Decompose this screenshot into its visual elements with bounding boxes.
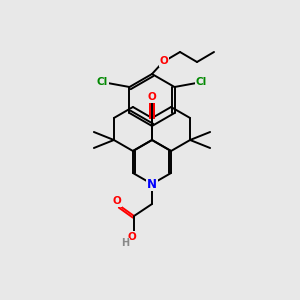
Text: H: H: [121, 238, 129, 248]
Text: Cl: Cl: [196, 77, 207, 87]
Text: Cl: Cl: [97, 77, 108, 87]
Text: O: O: [112, 196, 122, 206]
Text: O: O: [148, 92, 156, 102]
Text: O: O: [128, 232, 136, 242]
Text: N: N: [147, 178, 157, 190]
Text: O: O: [160, 56, 168, 66]
Text: O: O: [148, 92, 156, 102]
